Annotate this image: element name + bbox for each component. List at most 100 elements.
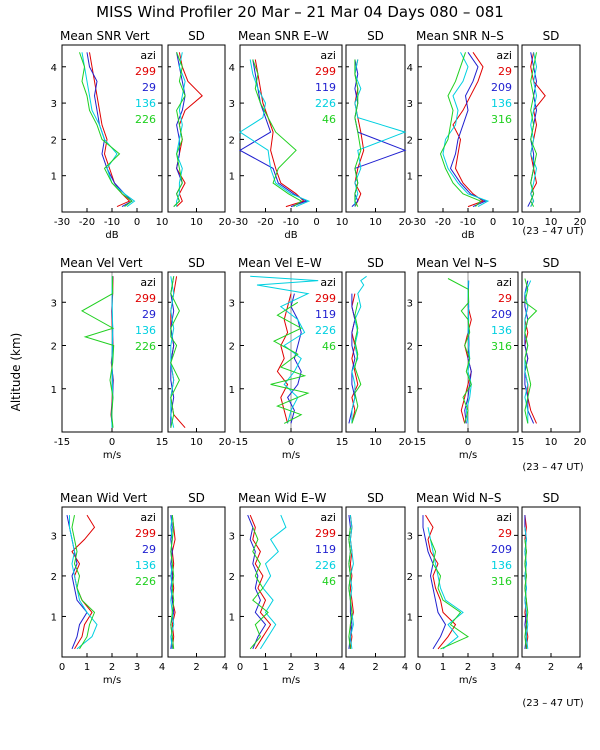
legend-header: azi bbox=[140, 511, 156, 524]
x-tick-label: 2 bbox=[109, 662, 115, 673]
x-tick-label: -10 bbox=[283, 217, 299, 228]
mean-plot-title: Mean Vel Vert bbox=[60, 256, 143, 270]
legend-entry-29: 29 bbox=[142, 81, 156, 94]
y-tick-label: 3 bbox=[407, 531, 413, 542]
legend-entry-136: 136 bbox=[491, 559, 512, 572]
legend-entry-299: 299 bbox=[135, 65, 156, 78]
x-tick-label: -30 bbox=[232, 217, 248, 228]
legend-entry-209: 209 bbox=[491, 543, 512, 556]
x-tick-label: 0 bbox=[59, 662, 65, 673]
sd-x-tick-label: 20 bbox=[219, 437, 232, 448]
x-tick-label: 15 bbox=[512, 437, 525, 448]
mean-series-line-299 bbox=[249, 514, 272, 650]
x-axis-label: dB bbox=[105, 230, 118, 241]
legend-entry-136: 136 bbox=[135, 324, 156, 337]
panel-wid-ew: Mean Wid E–W SD 1 2 3 0 1 2 3 4 2 4 m/s azi 299 119 226 4… bbox=[229, 491, 409, 686]
sd-plot-title: SD bbox=[543, 29, 560, 43]
sd-series-line-226 bbox=[354, 59, 407, 207]
y-tick-label: 3 bbox=[51, 531, 57, 542]
x-tick-label: 0 bbox=[109, 437, 115, 448]
mean-plot-title: Mean SNR Vert bbox=[60, 29, 150, 43]
x-tick-label: 4 bbox=[159, 662, 165, 673]
mean-series-line-119 bbox=[287, 293, 302, 424]
mean-series-line-299 bbox=[89, 52, 131, 208]
legend-entry-136: 136 bbox=[135, 97, 156, 110]
x-tick-label: 4 bbox=[339, 662, 345, 673]
sd-x-tick-label: 10 bbox=[369, 437, 382, 448]
x-tick-label: 1 bbox=[84, 662, 90, 673]
mean-plot-title: Mean Vel E–W bbox=[238, 256, 322, 270]
mean-series-line-136 bbox=[442, 52, 490, 208]
y-tick-label: 1 bbox=[51, 385, 57, 396]
y-tick-label: 2 bbox=[407, 342, 413, 353]
legend-entry-29: 29 bbox=[142, 543, 156, 556]
x-tick-label: 3 bbox=[134, 662, 140, 673]
y-tick-label: 1 bbox=[51, 612, 57, 623]
sd-plot-frame bbox=[167, 271, 226, 433]
y-tick-label: 1 bbox=[407, 612, 413, 623]
x-tick-label: -10 bbox=[104, 217, 120, 228]
mean-series-line-46 bbox=[252, 59, 303, 208]
legend-header: azi bbox=[140, 49, 156, 62]
x-tick-label: -20 bbox=[257, 217, 273, 228]
legend-header: azi bbox=[320, 49, 336, 62]
sd-series-line-136 bbox=[170, 276, 175, 428]
sd-plot-frame bbox=[167, 44, 226, 213]
legend-entry-29: 29 bbox=[498, 65, 512, 78]
mean-series-line-136 bbox=[427, 527, 464, 650]
time-range-note-row-1: (23 – 47 UT) bbox=[522, 226, 583, 237]
legend-entry-226: 226 bbox=[135, 113, 156, 126]
y-tick-label: 2 bbox=[407, 572, 413, 583]
panel-wid-vert: Mean Wid Vert SD 1 2 3 0 1 2 3 4 2 4 m/s azi 299 29 136 2… bbox=[51, 491, 229, 686]
legend-entry-136: 136 bbox=[491, 97, 512, 110]
sd-plot-title: SD bbox=[367, 29, 384, 43]
x-tick-label: 0 bbox=[288, 437, 294, 448]
y-tick-label: 3 bbox=[51, 99, 57, 110]
y-tick-label: 2 bbox=[51, 342, 57, 353]
x-tick-label: 3 bbox=[490, 662, 496, 673]
sd-x-tick-label: 4 bbox=[222, 662, 228, 673]
x-tick-label: 0 bbox=[415, 662, 421, 673]
y-tick-label: 3 bbox=[229, 531, 235, 542]
x-axis-label: m/s bbox=[282, 450, 300, 461]
sd-plot-title: SD bbox=[188, 29, 205, 43]
mean-series-line-209 bbox=[449, 52, 487, 208]
mean-series-line-226 bbox=[239, 59, 311, 208]
y-tick-label: 2 bbox=[51, 135, 57, 146]
legend-header: azi bbox=[496, 49, 512, 62]
y-tick-label: 3 bbox=[51, 298, 57, 309]
legend-entry-226: 226 bbox=[315, 97, 336, 110]
sd-series-line-316 bbox=[524, 278, 538, 424]
y-tick-label: 4 bbox=[51, 63, 57, 74]
x-tick-label: 15 bbox=[336, 437, 349, 448]
sd-series-line-226 bbox=[170, 515, 175, 649]
mean-series-line-299 bbox=[276, 293, 292, 424]
legend-entry-299: 299 bbox=[315, 65, 336, 78]
mean-plot-title: Mean SNR E–W bbox=[238, 29, 329, 43]
sd-plot-title: SD bbox=[367, 256, 384, 270]
sd-x-tick-label: 20 bbox=[574, 217, 587, 228]
sd-plot-title: SD bbox=[188, 491, 205, 505]
sd-x-tick-label: 20 bbox=[399, 437, 412, 448]
sd-x-tick-label: 4 bbox=[577, 662, 583, 673]
legend-entry-226: 226 bbox=[135, 575, 156, 588]
mean-series-line-226 bbox=[80, 276, 115, 428]
y-tick-label: 2 bbox=[51, 572, 57, 583]
x-tick-label: 1 bbox=[262, 662, 268, 673]
x-axis-label: m/s bbox=[459, 450, 477, 461]
sd-plot-title: SD bbox=[188, 256, 205, 270]
panel-wid-ns: Mean Wid N–S SD 1 2 3 0 1 2 3 4 2 4 m/s azi 29 209 136 31… bbox=[407, 491, 584, 686]
sd-series-line-226 bbox=[349, 515, 354, 649]
sd-series-line-119 bbox=[351, 59, 407, 207]
panel-vel-ew: Mean Vel E–W SD 1 2 3 -15 0 15 10 20 m/s azi 299 119 2… bbox=[229, 256, 412, 461]
mean-plot-title: Mean SNR N–S bbox=[416, 29, 504, 43]
legend-entry-226: 226 bbox=[315, 559, 336, 572]
x-axis-label: dB bbox=[461, 230, 474, 241]
x-tick-label: 10 bbox=[156, 217, 169, 228]
sd-plot-title: SD bbox=[543, 491, 560, 505]
sd-x-tick-label: 10 bbox=[369, 217, 382, 228]
y-tick-label: 1 bbox=[51, 172, 57, 183]
x-tick-label: 0 bbox=[313, 217, 319, 228]
sd-plot-title: SD bbox=[543, 256, 560, 270]
